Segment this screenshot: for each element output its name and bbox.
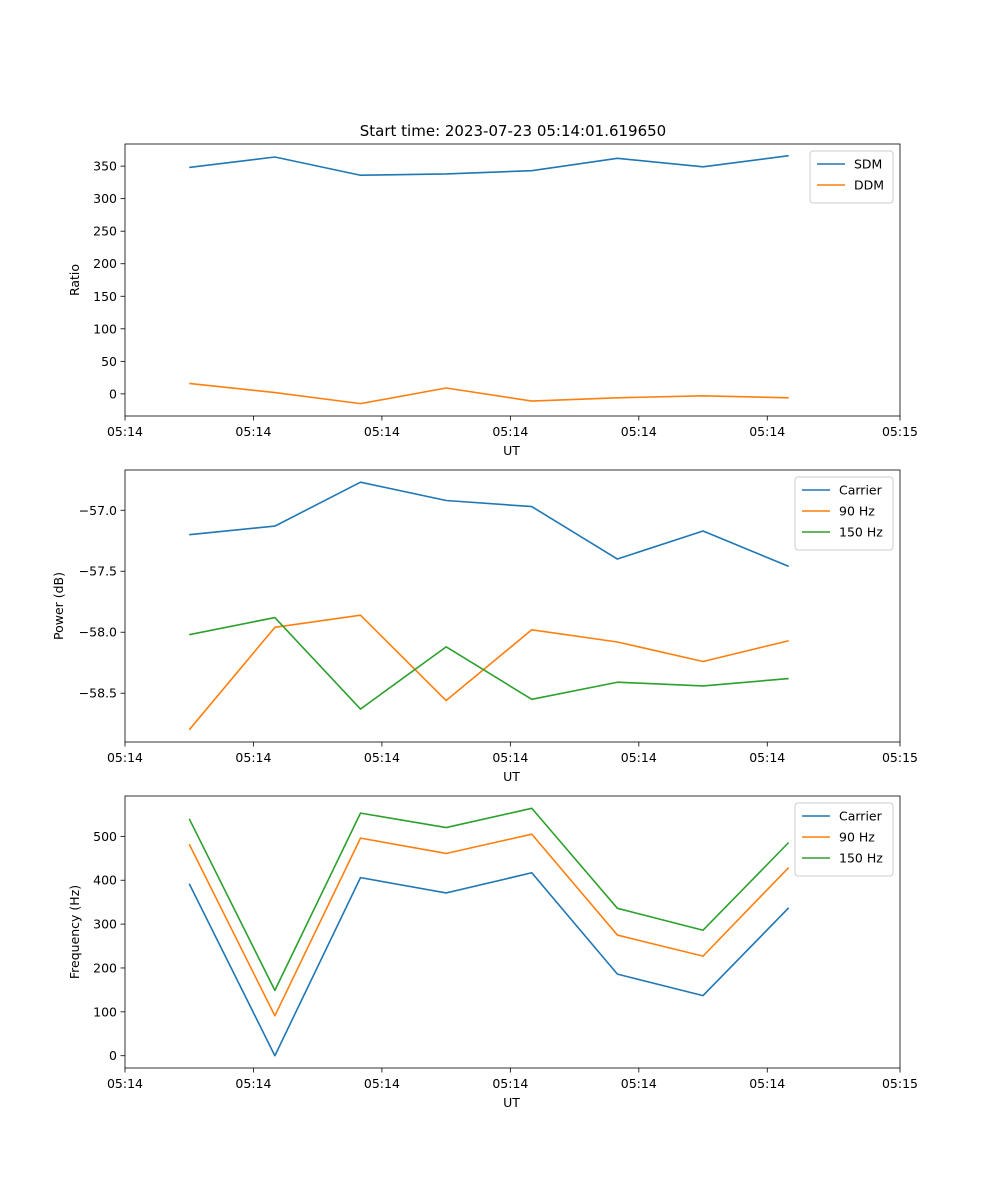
series-90-hz [188, 833, 790, 1017]
x-tick-label: 05:15 [882, 1076, 918, 1091]
y-tick-label: 300 [93, 191, 117, 206]
x-tick-label: 05:14 [364, 424, 400, 439]
series-line [189, 616, 789, 710]
series-line [189, 382, 789, 405]
y-tick-label: −58.5 [79, 686, 117, 701]
y-tick-label: 500 [93, 829, 117, 844]
x-tick-label: 05:14 [492, 1076, 528, 1091]
series-ddm [189, 382, 789, 405]
y-tick-label: 100 [93, 1004, 117, 1019]
x-tick-label: 05:14 [749, 750, 785, 765]
x-tick-label: 05:14 [492, 424, 528, 439]
series-150-hz [188, 807, 790, 992]
y-tick-label: −57.0 [79, 503, 117, 518]
series-line [188, 807, 790, 992]
legend-label: DDM [854, 178, 884, 193]
y-axis-label: Frequency (Hz) [67, 885, 82, 979]
plot-frame [124, 795, 901, 1069]
legend-label: Carrier [839, 809, 883, 824]
series-line [189, 154, 789, 177]
y-tick-label: 200 [93, 960, 117, 975]
legend-label: SDM [854, 157, 882, 172]
plot-frame [124, 143, 901, 417]
y-tick-label: −57.5 [79, 564, 117, 579]
x-tick-label: 05:14 [107, 1076, 143, 1091]
x-tick-label: 05:14 [107, 750, 143, 765]
x-tick-label: 05:14 [621, 750, 657, 765]
x-tick-label: 05:14 [749, 1076, 785, 1091]
x-tick-label: 05:14 [621, 424, 657, 439]
y-tick-label: −58.0 [79, 625, 117, 640]
x-tick-label: 05:14 [749, 424, 785, 439]
x-tick-label: 05:15 [882, 424, 918, 439]
series-line [189, 481, 789, 568]
y-tick-label: 100 [93, 321, 117, 336]
y-tick-label: 150 [93, 289, 117, 304]
legend: Carrier 90 Hz 150 Hz [794, 476, 894, 551]
y-tick-label: 200 [93, 256, 117, 271]
legend: SDM DDM [809, 150, 894, 204]
subplot-3: 05:14 05:14 05:14 05:14 05:14 05:14 05:15 0 100 2… [67, 795, 918, 1110]
legend-label: Carrier [839, 483, 883, 498]
series-line [188, 614, 789, 731]
y-axis-label: Power (dB) [51, 572, 66, 640]
legend-label: 150 Hz [839, 851, 883, 866]
legend-label: 150 Hz [839, 525, 883, 540]
x-tick-label: 05:14 [364, 750, 400, 765]
x-tick-label: 05:15 [882, 750, 918, 765]
x-tick-label: 05:14 [621, 1076, 657, 1091]
x-tick-label: 05:14 [492, 750, 528, 765]
plot-frame [124, 469, 901, 743]
legend-label: 90 Hz [839, 830, 875, 845]
subplot-1: 05:14 05:14 05:14 05:14 05:14 05:14 05:15 0 50 10… [67, 143, 918, 458]
y-tick-label: 300 [93, 917, 117, 932]
series-sdm [189, 154, 789, 177]
x-tick-label: 05:14 [235, 750, 271, 765]
y-axis-label: Ratio [67, 264, 82, 296]
series-150-hz [189, 616, 789, 710]
figure-title: Start time: 2023-07-23 05:14:01.619650 [360, 122, 666, 140]
subplots: 05:14 05:14 05:14 05:14 05:14 05:14 05:15 0 50 10… [51, 143, 918, 1110]
series-line [188, 833, 790, 1017]
y-tick-label: 400 [93, 873, 117, 888]
x-tick-label: 05:14 [235, 424, 271, 439]
x-axis-label: UT [503, 769, 520, 784]
subplot-2: 05:14 05:14 05:14 05:14 05:14 05:14 05:15 −58.5… [51, 469, 918, 784]
legend-label: 90 Hz [839, 504, 875, 519]
y-tick-label: 0 [109, 1048, 117, 1063]
x-tick-label: 05:14 [235, 1076, 271, 1091]
x-tick-label: 05:14 [107, 424, 143, 439]
legend: Carrier 90 Hz 150 Hz [794, 802, 894, 877]
y-tick-label: 50 [101, 354, 117, 369]
y-tick-label: 350 [93, 159, 117, 174]
y-tick-label: 250 [93, 224, 117, 239]
x-axis-label: UT [503, 443, 520, 458]
x-tick-label: 05:14 [364, 1076, 400, 1091]
series-line [188, 871, 790, 1057]
series-carrier [189, 481, 789, 568]
series-carrier [188, 871, 790, 1057]
series-90-hz [188, 614, 789, 731]
y-tick-label: 0 [109, 386, 117, 401]
x-axis-label: UT [503, 1095, 520, 1110]
